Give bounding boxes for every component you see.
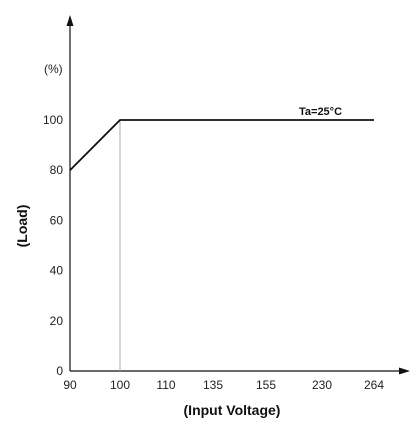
y-tick-label: 40 [50, 264, 64, 278]
x-axis-arrow [399, 367, 410, 375]
x-tick-label: 230 [312, 378, 332, 392]
x-axis-label: (Input Voltage) [184, 402, 281, 418]
y-tick-label: 100 [43, 113, 63, 127]
x-tick-label: 110 [156, 378, 175, 392]
y-axis-label: (Load) [14, 205, 30, 248]
annotation-ta: Ta=25°C [299, 106, 342, 118]
series-line-0 [69, 119, 374, 171]
y-tick-label: 60 [50, 213, 64, 227]
y-unit-label: (%) [44, 62, 63, 76]
tick-labels: 0 20 40 60 80 100 90 100 110 135 155 230 264 [43, 113, 384, 392]
y-tick-label: 0 [56, 364, 63, 378]
x-tick-label: 155 [256, 378, 276, 392]
series-group [69, 119, 374, 171]
y-axis-arrow [66, 15, 74, 26]
x-tick-label: 135 [203, 378, 223, 392]
x-tick-label: 264 [364, 378, 384, 392]
x-tick-label: 90 [63, 378, 77, 392]
y-tick-label: 20 [50, 314, 64, 328]
y-tick-label: 80 [50, 163, 64, 177]
axes [66, 15, 410, 375]
x-tick-label: 100 [110, 378, 130, 392]
